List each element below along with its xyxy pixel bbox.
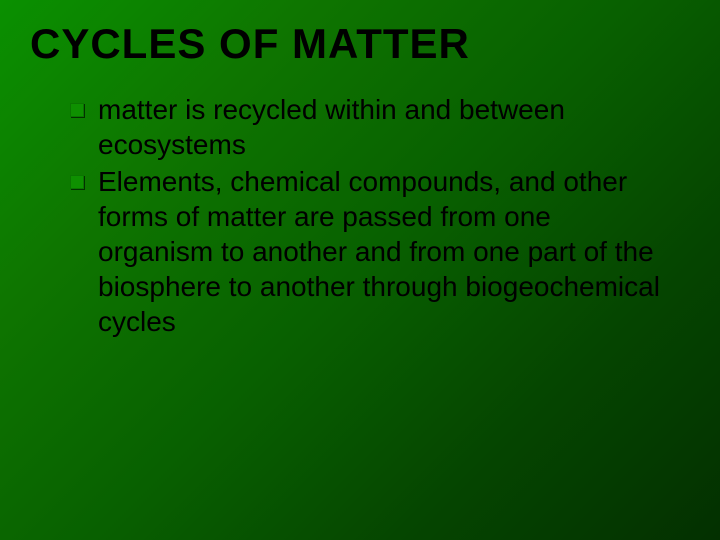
slide-title: CYCLES OF MATTER [30, 20, 690, 68]
bullet-item: Elements, chemical compounds, and other … [70, 164, 670, 339]
bullet-text: Elements, chemical compounds, and other … [98, 164, 670, 339]
bullet-text: matter is recycled within and between ec… [98, 92, 670, 162]
slide-content: matter is recycled within and between ec… [30, 92, 690, 339]
bullet-item: matter is recycled within and between ec… [70, 92, 670, 162]
square-bullet-icon [70, 175, 84, 189]
slide-container: CYCLES OF MATTER matter is recycled with… [0, 0, 720, 540]
square-bullet-icon [70, 103, 84, 117]
